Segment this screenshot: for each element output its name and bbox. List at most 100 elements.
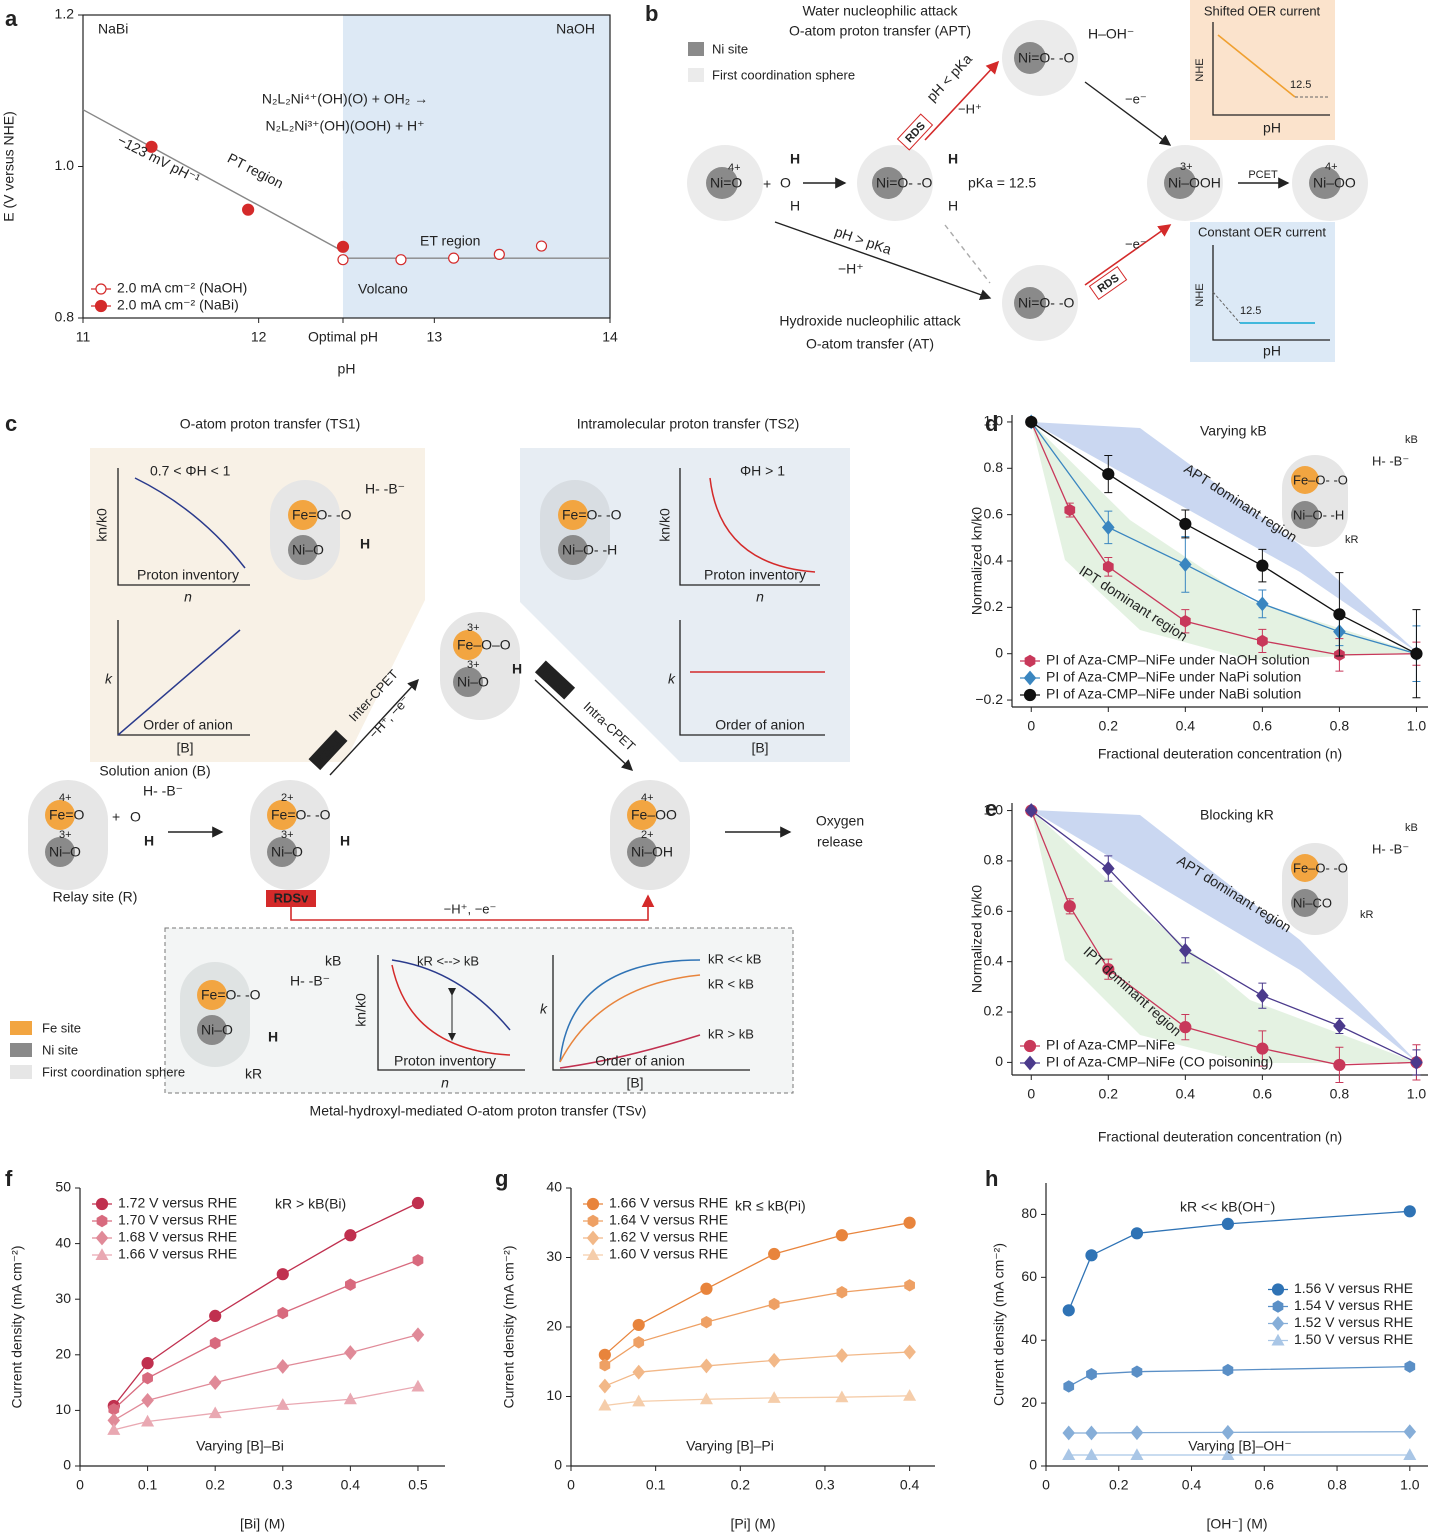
legend-label: 1.50 V versus RHE	[1294, 1331, 1413, 1347]
annotation: N₂L₂Ni³⁺(OH)(OOH) + H⁺	[265, 118, 424, 134]
label: 2+	[281, 792, 294, 804]
point	[1063, 1380, 1075, 1393]
region	[342, 15, 610, 318]
label: 3+	[467, 659, 480, 671]
x-tick-label: 0.4	[1182, 1477, 1202, 1493]
legend-marker	[1023, 1039, 1037, 1053]
point	[1404, 1360, 1416, 1373]
label: n	[756, 589, 764, 605]
label: Fe–OO	[631, 807, 677, 823]
series-line	[1030, 421, 1417, 655]
point	[1086, 1367, 1097, 1381]
label: 12.5	[1240, 305, 1261, 317]
legend-label: 2.0 mA cm⁻² (NaBi)	[117, 297, 239, 313]
label: 3+	[1180, 161, 1193, 173]
label: Ni–OO	[1313, 175, 1356, 191]
point	[208, 1406, 222, 1419]
legend-label: 1.54 V versus RHE	[1294, 1297, 1413, 1313]
label: H	[268, 1029, 278, 1045]
point	[1256, 988, 1269, 1004]
inset	[1190, 222, 1335, 362]
y-axis-label: Normalized kn/k0	[969, 507, 985, 615]
legend-label: 1.72 V versus RHE	[118, 1195, 237, 1211]
label: kB	[325, 953, 341, 969]
label: Ni–O	[292, 542, 324, 558]
legend-label: Fe site	[42, 1020, 81, 1035]
point	[1403, 1424, 1417, 1440]
label: Proton inventory	[704, 567, 806, 583]
x-tick-label: 0.2	[205, 1477, 225, 1493]
arrow	[329, 678, 419, 776]
point	[632, 1318, 645, 1332]
label: H	[512, 661, 522, 677]
point	[1256, 596, 1269, 612]
arrow	[534, 679, 634, 771]
legend-marker	[96, 1214, 108, 1228]
label: Ni=O	[710, 175, 742, 191]
x-tick-label: 0.4	[341, 1477, 361, 1493]
x-tick-label: 11	[76, 329, 91, 345]
label: Ni–O- -H	[562, 542, 617, 558]
point	[1063, 900, 1076, 913]
point	[1062, 1448, 1076, 1460]
x-axis-label: [Pi] (M)	[730, 1516, 775, 1532]
ni-site	[558, 535, 588, 565]
label: [B]	[751, 740, 768, 756]
point	[1102, 560, 1114, 573]
point	[1130, 1425, 1144, 1441]
legend-label: 1.66 V versus RHE	[118, 1246, 237, 1262]
label: O	[780, 175, 791, 191]
label: H- -B⁻	[290, 973, 330, 989]
label: O-atom transfer (AT)	[806, 336, 934, 352]
inset-e: Fe–O- -O Ni–CO H- -B⁻ kB kR	[1282, 822, 1418, 935]
legend-label: Ni site	[42, 1042, 78, 1057]
x-tick-label: 0.4	[1176, 718, 1196, 734]
ni-site	[627, 837, 657, 867]
x-axis-label: [Bi] (M)	[240, 1516, 285, 1532]
x-tick-label: 0.8	[1327, 1477, 1347, 1493]
point	[1179, 517, 1192, 531]
label: Fe=O- -O	[562, 507, 622, 523]
label: H- -B⁻	[365, 481, 405, 497]
arrow	[944, 224, 991, 284]
legend-marker	[1023, 1055, 1037, 1071]
point	[337, 254, 349, 266]
point	[411, 1196, 425, 1210]
label: Hydroxide nucleophilic attack	[779, 313, 961, 329]
label: k	[540, 1001, 548, 1017]
point	[1333, 1058, 1346, 1072]
label: Oxygen	[816, 813, 864, 829]
label: Ni=O- -O	[876, 175, 933, 191]
legend-label: 1.68 V versus RHE	[118, 1229, 237, 1245]
swatch	[688, 42, 704, 56]
point	[835, 1229, 848, 1242]
x-tick-label: 0.3	[273, 1477, 293, 1493]
panel-label: b	[645, 1, 658, 26]
point	[395, 254, 407, 266]
annotation: kR > kB(Bi)	[275, 1196, 346, 1212]
fe-site	[1291, 466, 1319, 494]
legend-marker	[1271, 1333, 1285, 1346]
x-tick-label: 0.6	[1255, 1477, 1275, 1493]
label: pH > pKa	[833, 223, 894, 257]
x-tick-label: 0.2	[1109, 1477, 1129, 1493]
ni-site	[1164, 167, 1196, 199]
point	[276, 1268, 289, 1281]
label: Ni–O	[457, 674, 489, 690]
sphere	[270, 480, 340, 580]
label: H	[340, 833, 350, 849]
fe-site	[627, 800, 657, 830]
curve	[134, 477, 246, 569]
point	[1102, 519, 1115, 535]
ni-site	[1291, 501, 1319, 529]
rds-box	[534, 660, 576, 700]
x-tick-label: 0.6	[1253, 1086, 1273, 1102]
series-line	[604, 1284, 910, 1366]
ni-site	[872, 167, 904, 199]
label: Ni–O	[201, 1022, 233, 1038]
ipt-region	[1031, 422, 1418, 660]
point	[1025, 415, 1038, 429]
point	[141, 1357, 154, 1370]
label: Constant OER current	[1198, 224, 1326, 239]
point	[411, 1379, 425, 1392]
